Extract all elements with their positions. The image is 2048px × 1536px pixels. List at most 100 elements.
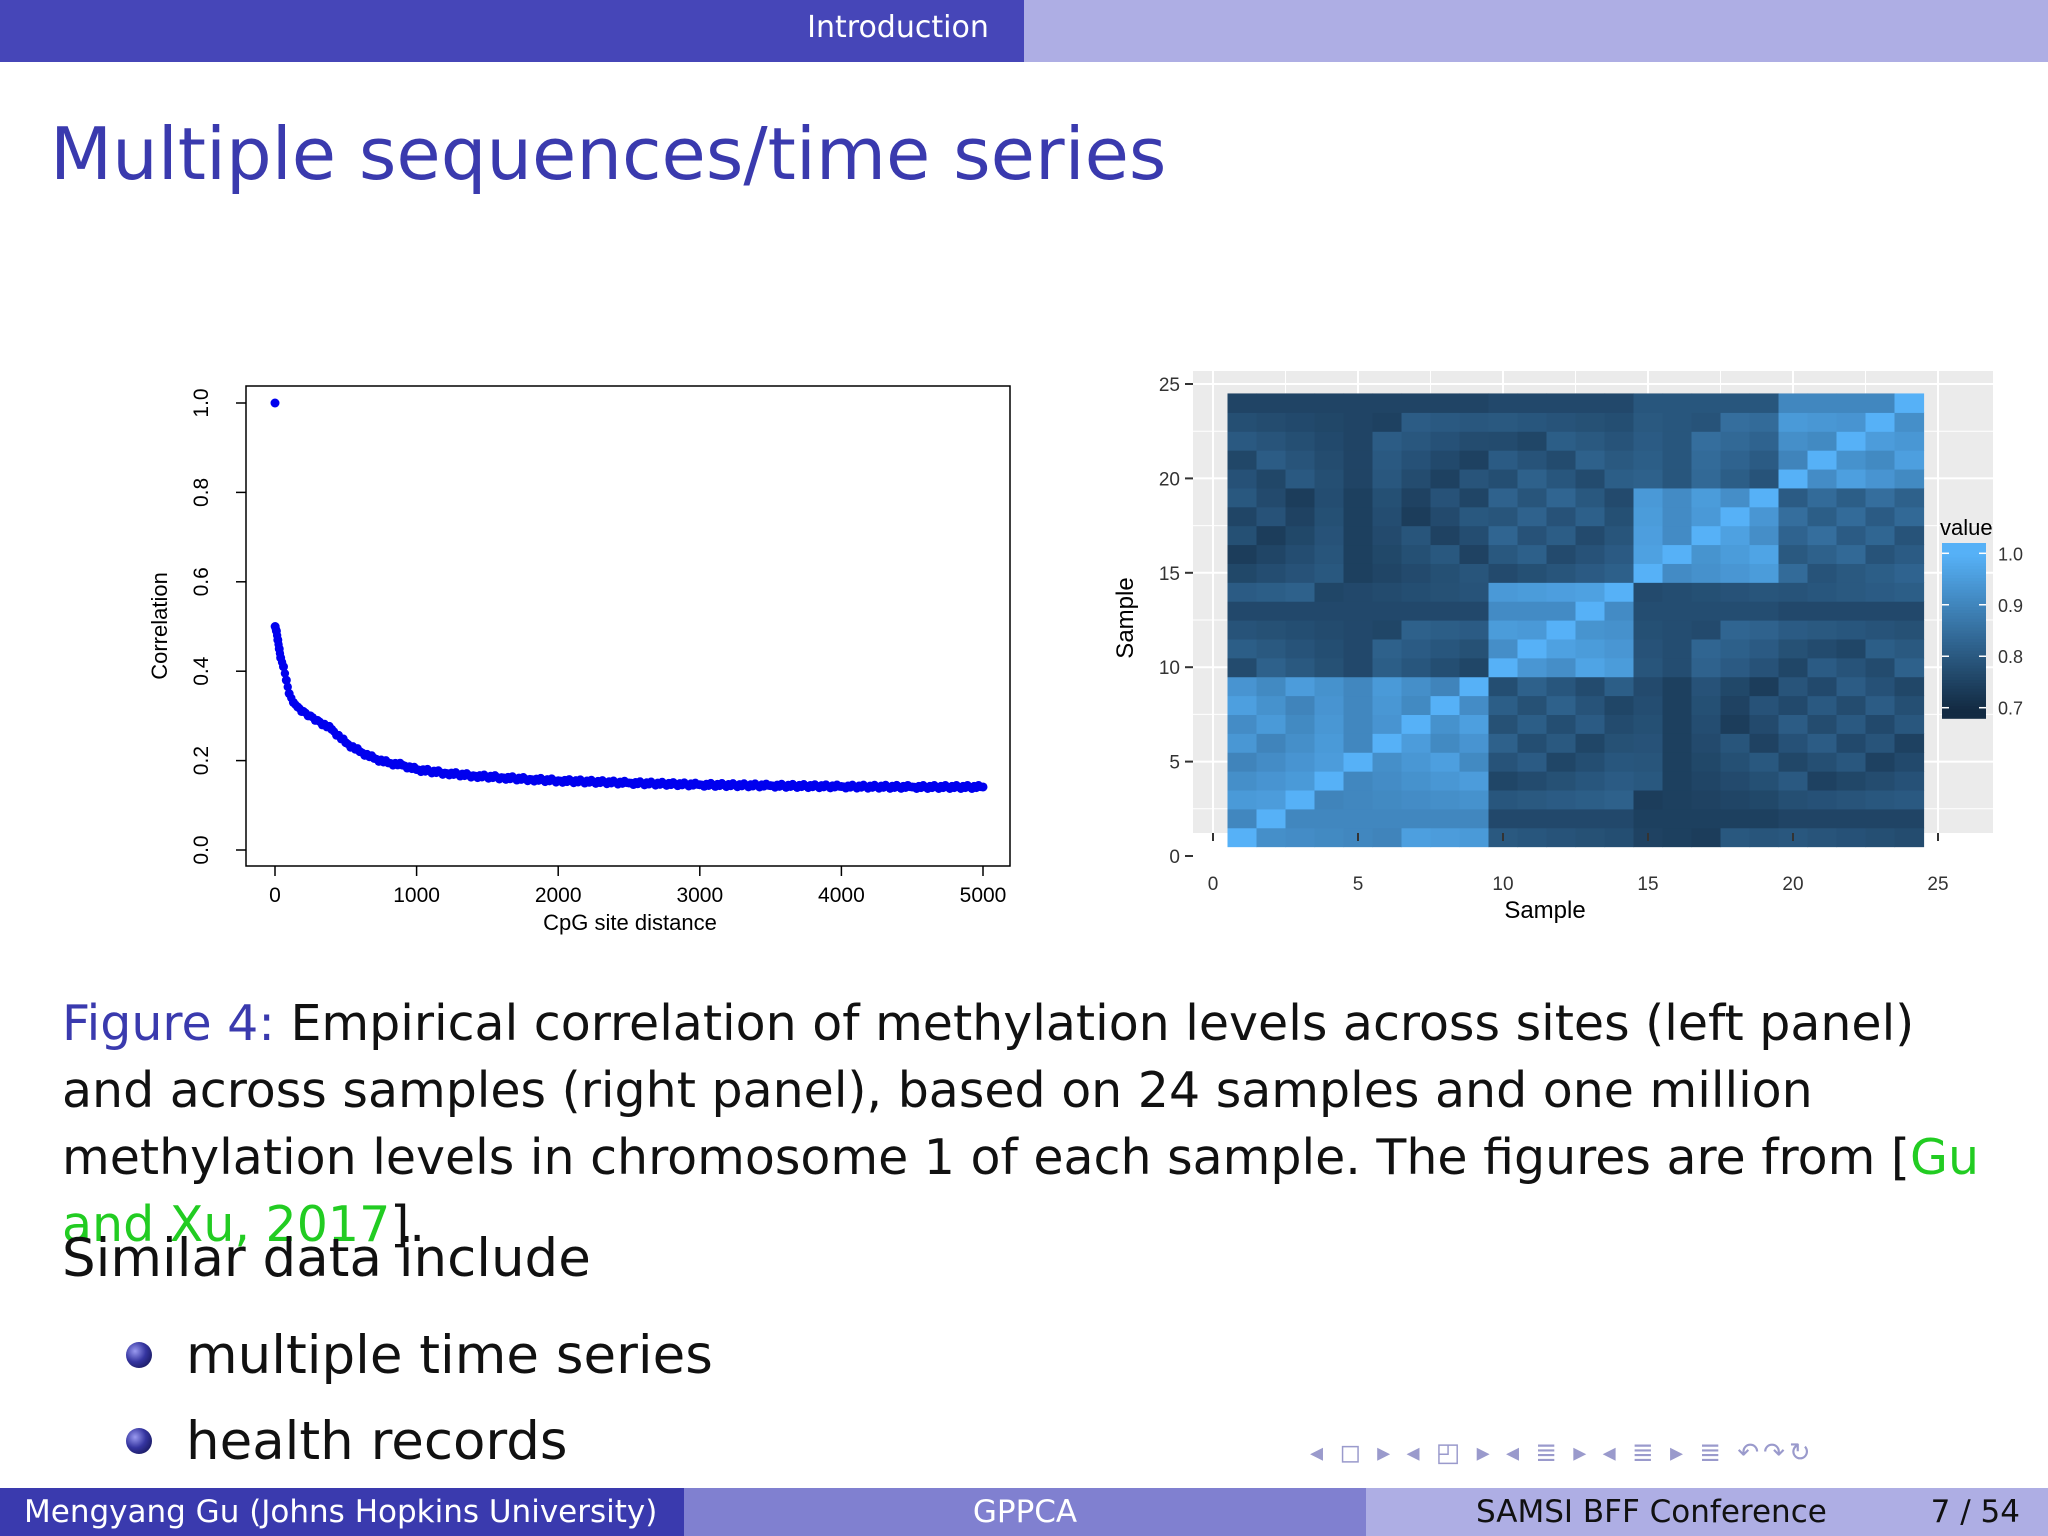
legend-swatch	[1942, 653, 1986, 658]
heatmap-cell	[1865, 714, 1896, 734]
heatmap-cell	[1691, 487, 1722, 508]
heatmap-cell	[1372, 582, 1403, 602]
scatter-xtick-label: 3000	[676, 884, 723, 907]
heatmap-cell	[1691, 544, 1722, 564]
heatmap-cell	[1662, 827, 1693, 848]
heatmap-cell	[1662, 544, 1693, 564]
heatmap-cell	[1488, 525, 1519, 546]
heatmap-cell	[1633, 620, 1664, 640]
heatmap-cell	[1227, 601, 1258, 621]
heatmap-cell	[1401, 827, 1432, 848]
heatmap-cell	[1894, 676, 1925, 697]
heatmap-cell	[1372, 544, 1403, 564]
heatmap-cell	[1546, 544, 1577, 564]
legend-tick-label: 1.0	[1998, 544, 2023, 564]
legend-swatch	[1942, 601, 1986, 606]
heatmap-cell	[1256, 638, 1287, 659]
heatmap-cell	[1285, 393, 1316, 413]
section-label[interactable]: Introduction	[807, 10, 989, 45]
legend-swatch	[1942, 712, 1986, 716]
heatmap-cell	[1749, 789, 1780, 810]
heatmap-cell	[1227, 393, 1258, 413]
legend-swatch	[1942, 656, 1986, 661]
heatmap-cell	[1604, 601, 1635, 621]
heatmap-cell	[1633, 676, 1664, 697]
heatmap-cell	[1807, 714, 1838, 734]
heatmap-cell	[1633, 695, 1664, 715]
heatmap-cell	[1807, 525, 1838, 546]
heatmap-cell	[1488, 676, 1519, 697]
heatmap-cell	[1662, 808, 1693, 829]
heatmap-axes: 0 5 10 15 20 25 0 5 10 15 20 25	[1159, 375, 1949, 895]
heatmap-cell	[1459, 393, 1490, 413]
heatmap-cell	[1372, 506, 1403, 527]
heatmap-cell	[1633, 563, 1664, 583]
heatmap-cell	[1517, 450, 1548, 470]
heatmap-cell	[1662, 393, 1693, 413]
heatmap-cell	[1691, 771, 1722, 791]
heatmap-cell	[1865, 601, 1896, 621]
heatmap-cell	[1691, 620, 1722, 640]
heatmap-cell	[1488, 714, 1519, 734]
legend-swatch	[1942, 636, 1986, 641]
heatmap-cell	[1836, 525, 1867, 546]
heatmap-cell	[1662, 789, 1693, 810]
heatmap-ytick-label: 0	[1169, 847, 1180, 868]
heatmap-cell	[1430, 638, 1461, 659]
heatmap-cell	[1343, 695, 1374, 715]
scatter-point	[272, 631, 282, 640]
heatmap-cell	[1778, 620, 1809, 640]
heatmap-cell	[1894, 393, 1925, 413]
heatmap-cell	[1430, 487, 1461, 508]
heatmap-cell	[1546, 601, 1577, 621]
heatmap-cell	[1749, 752, 1780, 772]
heatmap-cell	[1691, 468, 1722, 489]
heatmap-cell	[1662, 412, 1693, 432]
scatter-axes: 0 1000 2000 3000 4000 5000 0.0 0.2 0.4 0.6 0.8 1.0	[190, 385, 1011, 907]
heatmap-cell	[1633, 468, 1664, 489]
heatmap-cell	[1720, 638, 1751, 659]
heatmap-cell	[1749, 450, 1780, 470]
scatter-xlabel: CpG site distance	[543, 910, 717, 935]
heatmap-cell	[1430, 695, 1461, 715]
heatmap-cell	[1459, 771, 1490, 791]
heatmap-cell	[1720, 544, 1751, 564]
heatmap-cell	[1604, 695, 1635, 715]
heatmap-cell	[1865, 620, 1896, 640]
heatmap-cell	[1488, 468, 1519, 489]
heatmap-cell	[1720, 771, 1751, 791]
heatmap-cell	[1604, 525, 1635, 546]
beamer-navigation-icons[interactable]: ◂ ◻ ▸ ◂ ◰ ▸ ◂ ≣ ▸ ◂ ≣ ▸ ≣ ↶↷↻	[1310, 1438, 1815, 1468]
heatmap-cell	[1256, 544, 1287, 564]
heatmap-cell	[1256, 808, 1287, 829]
heatmap-cell	[1749, 412, 1780, 432]
heatmap-cell	[1720, 657, 1751, 678]
heatmap-cell	[1314, 827, 1345, 848]
heatmap-cell	[1720, 695, 1751, 715]
scatter-xtick-label: 0	[269, 884, 281, 907]
citation-link[interactable]: Gu and Xu, 2017	[62, 1129, 1980, 1253]
heatmap-cell	[1807, 789, 1838, 810]
heatmap-cell	[1227, 752, 1258, 772]
heatmap-cell	[1865, 412, 1896, 432]
scatter-xtick-label: 1000	[393, 884, 440, 907]
legend-swatch	[1942, 677, 1986, 681]
scatter-point	[274, 640, 283, 649]
heatmap-cell	[1865, 808, 1896, 829]
heatmap-cell	[1807, 620, 1838, 640]
heatmap-cell	[1691, 412, 1722, 432]
heatmap-cell	[1343, 752, 1374, 772]
heatmap-cell	[1691, 431, 1722, 451]
heatmap-cell	[1517, 393, 1548, 413]
legend-swatch	[1942, 560, 1986, 565]
heatmap-cell	[1343, 620, 1374, 640]
heatmap-cell	[1778, 393, 1809, 413]
heatmap-cell	[1720, 733, 1751, 753]
heatmap-cell	[1372, 563, 1403, 583]
heatmap-cell	[1807, 506, 1838, 527]
heatmap-cell	[1459, 506, 1490, 527]
heatmap-xtick-label: 10	[1492, 874, 1513, 895]
heatmap-cell	[1459, 601, 1490, 621]
heatmap-cell	[1372, 827, 1403, 848]
heatmap-cell	[1488, 771, 1519, 791]
